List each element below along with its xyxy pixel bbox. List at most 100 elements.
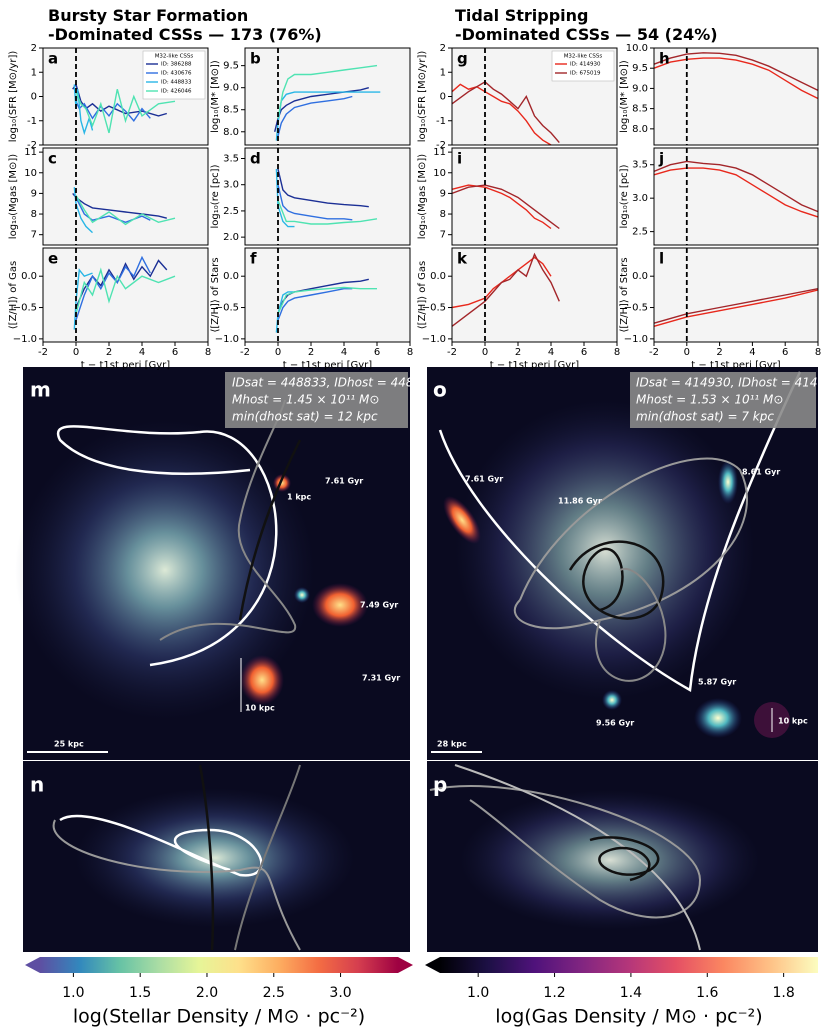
y-tick-label: 3.5 (223, 153, 239, 164)
x-tick-label: 8 (815, 347, 821, 358)
x-tick-label: 1.0 (62, 985, 84, 1001)
panel-p: p (427, 761, 818, 952)
series-line (451, 81, 560, 144)
y-tick-label: 8.0 (223, 127, 239, 138)
series-line (75, 195, 176, 226)
legend-box (551, 50, 615, 82)
x-tick-label: 4 (139, 347, 145, 358)
x-tick-label: 2 (716, 347, 722, 358)
y-tick-label: 7 (440, 230, 446, 241)
plot-frame (653, 47, 819, 146)
y-tick-label: 9.0 (632, 83, 648, 94)
background-band (452, 148, 617, 245)
series-line (277, 286, 377, 315)
series-line (653, 160, 819, 213)
series-line (653, 288, 819, 324)
annotation: 1 kpc (287, 493, 311, 502)
panel-label: c (48, 150, 57, 168)
background-band (245, 48, 410, 145)
colorbar-extend (25, 957, 40, 973)
legend-label: ID: 386288 (161, 62, 192, 68)
series-line (73, 268, 93, 330)
background-band (654, 148, 818, 245)
y-tick-label: 3.5 (632, 160, 648, 171)
x-tick-label: 0 (275, 347, 281, 358)
y-tick-label: −0.5 (422, 303, 446, 314)
panel-label: k (457, 250, 468, 268)
series-line (277, 288, 353, 321)
x-tick-label: 1.6 (696, 985, 718, 1001)
annotation: 7.31 Gyr (362, 674, 400, 683)
annotation: 11.86 Gyr (558, 497, 602, 506)
legend-label: ID: 426046 (161, 89, 192, 95)
x-axis-label: t − t1st peri [Gyr] (81, 360, 170, 371)
y-tick-label: 2.5 (223, 206, 239, 217)
y-tick-label: 8 (31, 209, 37, 220)
series-line (277, 200, 378, 225)
colorbar (40, 957, 398, 973)
heading: -Dominated CSSs — 54 (24%) (455, 25, 718, 44)
y-tick-label: 8.5 (223, 105, 239, 116)
y-tick-label: 1 (31, 67, 37, 78)
panel: −1.0 −0.5 0.0 -2 0 2 4 6 8 t − t1st peri [Gyr] ⟨[Z… (210, 247, 413, 371)
x-tick-label: 1.8 (773, 985, 795, 1001)
y-tick-label: 0.0 (223, 271, 239, 282)
series-line (451, 184, 560, 230)
y-tick-label: 9 (440, 188, 446, 199)
y-tick-label: 0.0 (21, 271, 37, 282)
plot-frame (244, 247, 411, 343)
y-tick-label: 9.0 (223, 83, 239, 94)
x-axis-label: t − t1st peri [Gyr] (490, 360, 579, 371)
background-band (654, 248, 818, 342)
panel: -2 -1 0 1 2 log₁₀(SFR [M⊙/yr]) g M32-like CSSs I… (417, 43, 618, 151)
y-tick-label: 0 (440, 92, 446, 103)
y-tick-label: 0.0 (430, 271, 446, 282)
x-tick-label: -2 (240, 347, 250, 358)
info-text: Mhost = 1.45 × 10¹¹ M⊙ (232, 393, 379, 407)
y-tick-label: 1 (440, 67, 446, 78)
panel: 7 8 9 10 11 log₁₀(Mgas [M⊙]) i (417, 147, 618, 246)
y-tick-label: 10 (433, 168, 446, 179)
y-tick-label: 2 (31, 43, 37, 54)
info-text: min(dhost sat) = 12 kpc (232, 410, 378, 424)
background-band (654, 48, 818, 145)
annotation: 10 kpc (778, 717, 808, 726)
y-tick-label: −1.0 (215, 334, 239, 345)
plot-frame (244, 147, 411, 246)
panel: 8.0 8.5 9.0 9.5 10.0 log₁₀(M* [M⊙]) h (619, 43, 819, 146)
background-band (245, 148, 410, 245)
y-axis-label: ⟨[Z/H]⟩ of Gas (8, 261, 19, 329)
plot-frame (451, 47, 618, 146)
plot-frame (42, 247, 209, 343)
y-tick-label: 0 (31, 92, 37, 103)
legend-label: ID: 448833 (161, 80, 192, 86)
y-tick-label: 9.5 (632, 63, 648, 74)
x-tick-label: -2 (649, 347, 659, 358)
series-line (653, 52, 819, 92)
series-line (277, 168, 369, 208)
y-axis-label: log₁₀(SFR [M⊙/yr]) (8, 51, 19, 143)
x-tick-label: 1.2 (543, 985, 565, 1001)
panel-label: b (250, 50, 261, 68)
background-band (452, 248, 617, 342)
y-tick-label: 7 (31, 230, 37, 241)
annotation: 10 kpc (245, 704, 275, 713)
annotation: 9.56 Gyr (596, 719, 634, 728)
annotation: 8.61 Gyr (742, 468, 780, 477)
x-tick-label: 1.5 (129, 985, 151, 1001)
background-band (43, 248, 208, 342)
panel-label: j (658, 150, 664, 168)
plot-frame (653, 247, 819, 343)
info-text: IDsat = 448833, IDhost = 448830 (232, 376, 437, 390)
annotation: 7.61 Gyr (325, 477, 363, 486)
y-tick-label: −1.0 (422, 334, 446, 345)
y-tick-label: -2 (27, 140, 37, 151)
x-tick-label: 8 (205, 347, 211, 358)
x-tick-label: 2 (515, 347, 521, 358)
y-axis-label: ⟨[Z/H]⟩ of Stars (210, 257, 221, 332)
series-line (653, 167, 819, 218)
y-tick-label: 2.0 (223, 232, 239, 243)
